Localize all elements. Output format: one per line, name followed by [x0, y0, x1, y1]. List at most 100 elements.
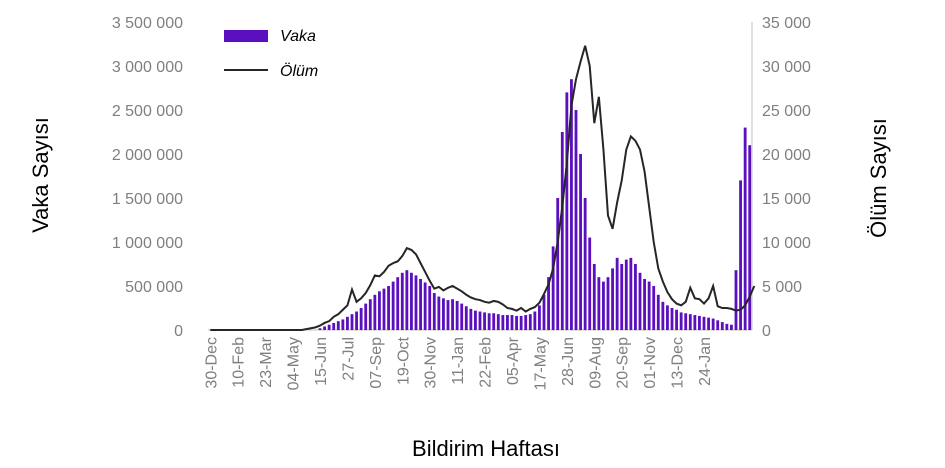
bar-vaka — [519, 315, 523, 330]
bar-vaka — [542, 294, 546, 330]
bar-vaka — [510, 315, 514, 330]
bar-vaka — [396, 277, 400, 330]
bar-vaka — [579, 154, 582, 330]
bar-vaka — [698, 315, 701, 330]
bar-vaka — [634, 264, 637, 330]
bar-vaka — [556, 198, 560, 330]
bar-vaka — [688, 314, 692, 330]
bar-vaka — [346, 316, 349, 330]
y-right-tick-label: 20 000 — [762, 147, 811, 164]
bar-vaka — [730, 324, 733, 330]
y-right-tick-label: 10 000 — [762, 235, 811, 252]
x-tick-label: 20-Sep — [615, 337, 632, 389]
x-tick-label: 30-Dec — [203, 337, 220, 389]
y-left-tick-label: 2 500 000 — [112, 103, 183, 120]
bar-vaka — [506, 315, 509, 330]
bar-vaka — [570, 79, 573, 330]
bar-vaka — [432, 293, 436, 330]
bar-vaka — [414, 275, 418, 330]
line-series-olum — [210, 45, 756, 331]
y-left-tick-label: 3 000 000 — [112, 59, 183, 76]
bar-vaka — [638, 272, 642, 330]
bar-vaka — [442, 298, 445, 330]
y-axis-right-title: Ölüm Sayısı — [866, 118, 891, 238]
bar-vaka — [323, 326, 326, 330]
bar-vaka — [739, 180, 742, 330]
bar-vaka — [720, 322, 724, 330]
y-left-tick-label: 1 500 000 — [112, 191, 183, 208]
bar-vaka — [565, 92, 569, 331]
bar-vaka — [629, 257, 633, 330]
bar-vaka — [327, 324, 331, 330]
bar-vaka — [373, 294, 377, 330]
bar-vaka — [606, 277, 610, 330]
x-tick-label: 07-Sep — [368, 337, 385, 389]
x-tick-label: 28-Jun — [560, 337, 577, 386]
bar-vaka — [451, 299, 454, 330]
bar-vaka — [624, 259, 628, 330]
tick-labels: 0 500 000 1 000 000 1 500 000 2 000 000 2 500… — [112, 15, 811, 390]
legend: Vaka Ölüm — [224, 28, 318, 80]
legend-bar-label: Vaka — [280, 28, 316, 45]
x-tick-label: 05-Apr — [505, 336, 522, 385]
legend-bar-swatch — [224, 30, 268, 42]
y-right-tick-label: 15 000 — [762, 191, 811, 208]
x-tick-label: 09-Aug — [587, 337, 604, 389]
bar-vaka — [410, 272, 413, 330]
x-tick-label: 17-May — [532, 337, 549, 390]
bar-vaka — [483, 312, 486, 330]
bar-vaka — [336, 321, 340, 330]
bar-vaka — [602, 281, 605, 330]
bar-vaka — [460, 303, 464, 330]
bar-vaka — [574, 110, 578, 330]
bar-vaka — [492, 313, 496, 330]
bar-vaka — [391, 281, 395, 330]
bar-vaka — [725, 323, 729, 330]
bar-vaka — [560, 132, 564, 330]
y-left-tick-label: 0 — [174, 323, 183, 340]
bar-vaka — [364, 303, 368, 330]
y-left-tick-label: 2 000 000 — [112, 147, 183, 164]
x-tick-label: 22-Feb — [478, 337, 495, 388]
x-tick-label: 13-Dec — [670, 337, 687, 389]
bar-vaka — [620, 264, 624, 330]
x-tick-label: 30-Nov — [423, 337, 440, 389]
x-tick-label: 19-Oct — [395, 336, 412, 385]
bar-vaka — [538, 305, 541, 330]
bar-vaka — [474, 310, 477, 330]
bar-vaka — [611, 268, 614, 330]
bar-vaka — [455, 300, 459, 330]
bar-vaka — [707, 317, 710, 330]
bar-vaka — [583, 198, 587, 330]
bar-series-vaka — [318, 79, 752, 331]
bar-vaka — [437, 296, 441, 330]
bar-vaka — [711, 318, 715, 330]
bar-vaka — [702, 316, 706, 330]
bar-vaka — [656, 294, 660, 330]
bar-vaka — [592, 264, 596, 330]
bar-vaka — [400, 272, 404, 330]
bar-vaka — [743, 127, 747, 330]
bar-vaka — [670, 308, 674, 330]
y-left-tick-label: 3 500 000 — [112, 15, 183, 32]
bar-vaka — [666, 305, 669, 330]
bar-vaka — [684, 313, 688, 330]
bar-vaka — [615, 257, 619, 330]
x-tick-label: 01-Nov — [642, 337, 659, 389]
bar-vaka — [679, 312, 683, 330]
y-left-tick-label: 1 000 000 — [112, 235, 183, 252]
y-right-tick-label: 25 000 — [762, 103, 811, 120]
bar-vaka — [487, 313, 491, 330]
x-tick-label: 04-May — [286, 337, 303, 390]
bar-vaka — [547, 277, 550, 330]
bar-vaka — [355, 311, 358, 330]
bar-vaka — [652, 286, 656, 330]
x-tick-label: 11-Jan — [450, 337, 467, 385]
bar-vaka — [515, 315, 518, 330]
x-tick-label: 27-Jul — [340, 337, 357, 381]
bar-vaka — [332, 322, 336, 330]
bar-vaka — [469, 308, 473, 330]
x-axis-title: Bildirim Haftası — [412, 436, 560, 461]
bar-vaka — [748, 145, 752, 330]
